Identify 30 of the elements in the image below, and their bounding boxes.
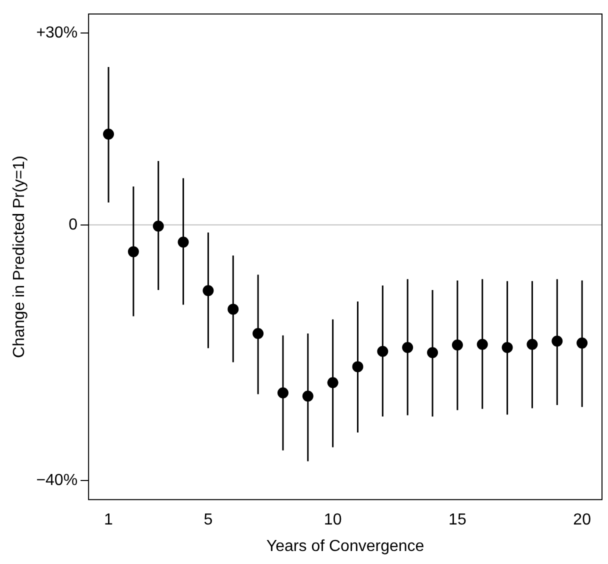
point [402,342,414,354]
point [128,246,139,258]
point [228,304,239,315]
point [352,361,364,372]
point [576,338,588,349]
point [202,285,214,296]
y-tick-label: +30% [36,24,78,42]
x-tick-label: 5 [204,512,213,529]
point [452,339,463,350]
x-tick-label: 15 [448,512,466,529]
point [327,377,338,388]
x-axis-title: Years of Convergence [266,538,424,555]
point [502,342,513,354]
x-tick-label: 10 [324,512,342,529]
point [277,387,288,398]
point [302,390,314,402]
y-tick-label: −40% [36,472,78,489]
y-tick-label: 0 [68,216,78,234]
x-tick-label: 20 [573,512,592,529]
point [427,347,438,358]
point [476,338,488,350]
point [552,336,563,347]
point [152,220,164,232]
point [526,338,538,350]
point [252,328,264,339]
point [377,346,388,357]
point [178,236,189,248]
point [103,128,114,140]
y-axis-title: Change in Predicted Pr(y=1) [11,156,28,358]
x-tick-label: 1 [104,512,114,529]
